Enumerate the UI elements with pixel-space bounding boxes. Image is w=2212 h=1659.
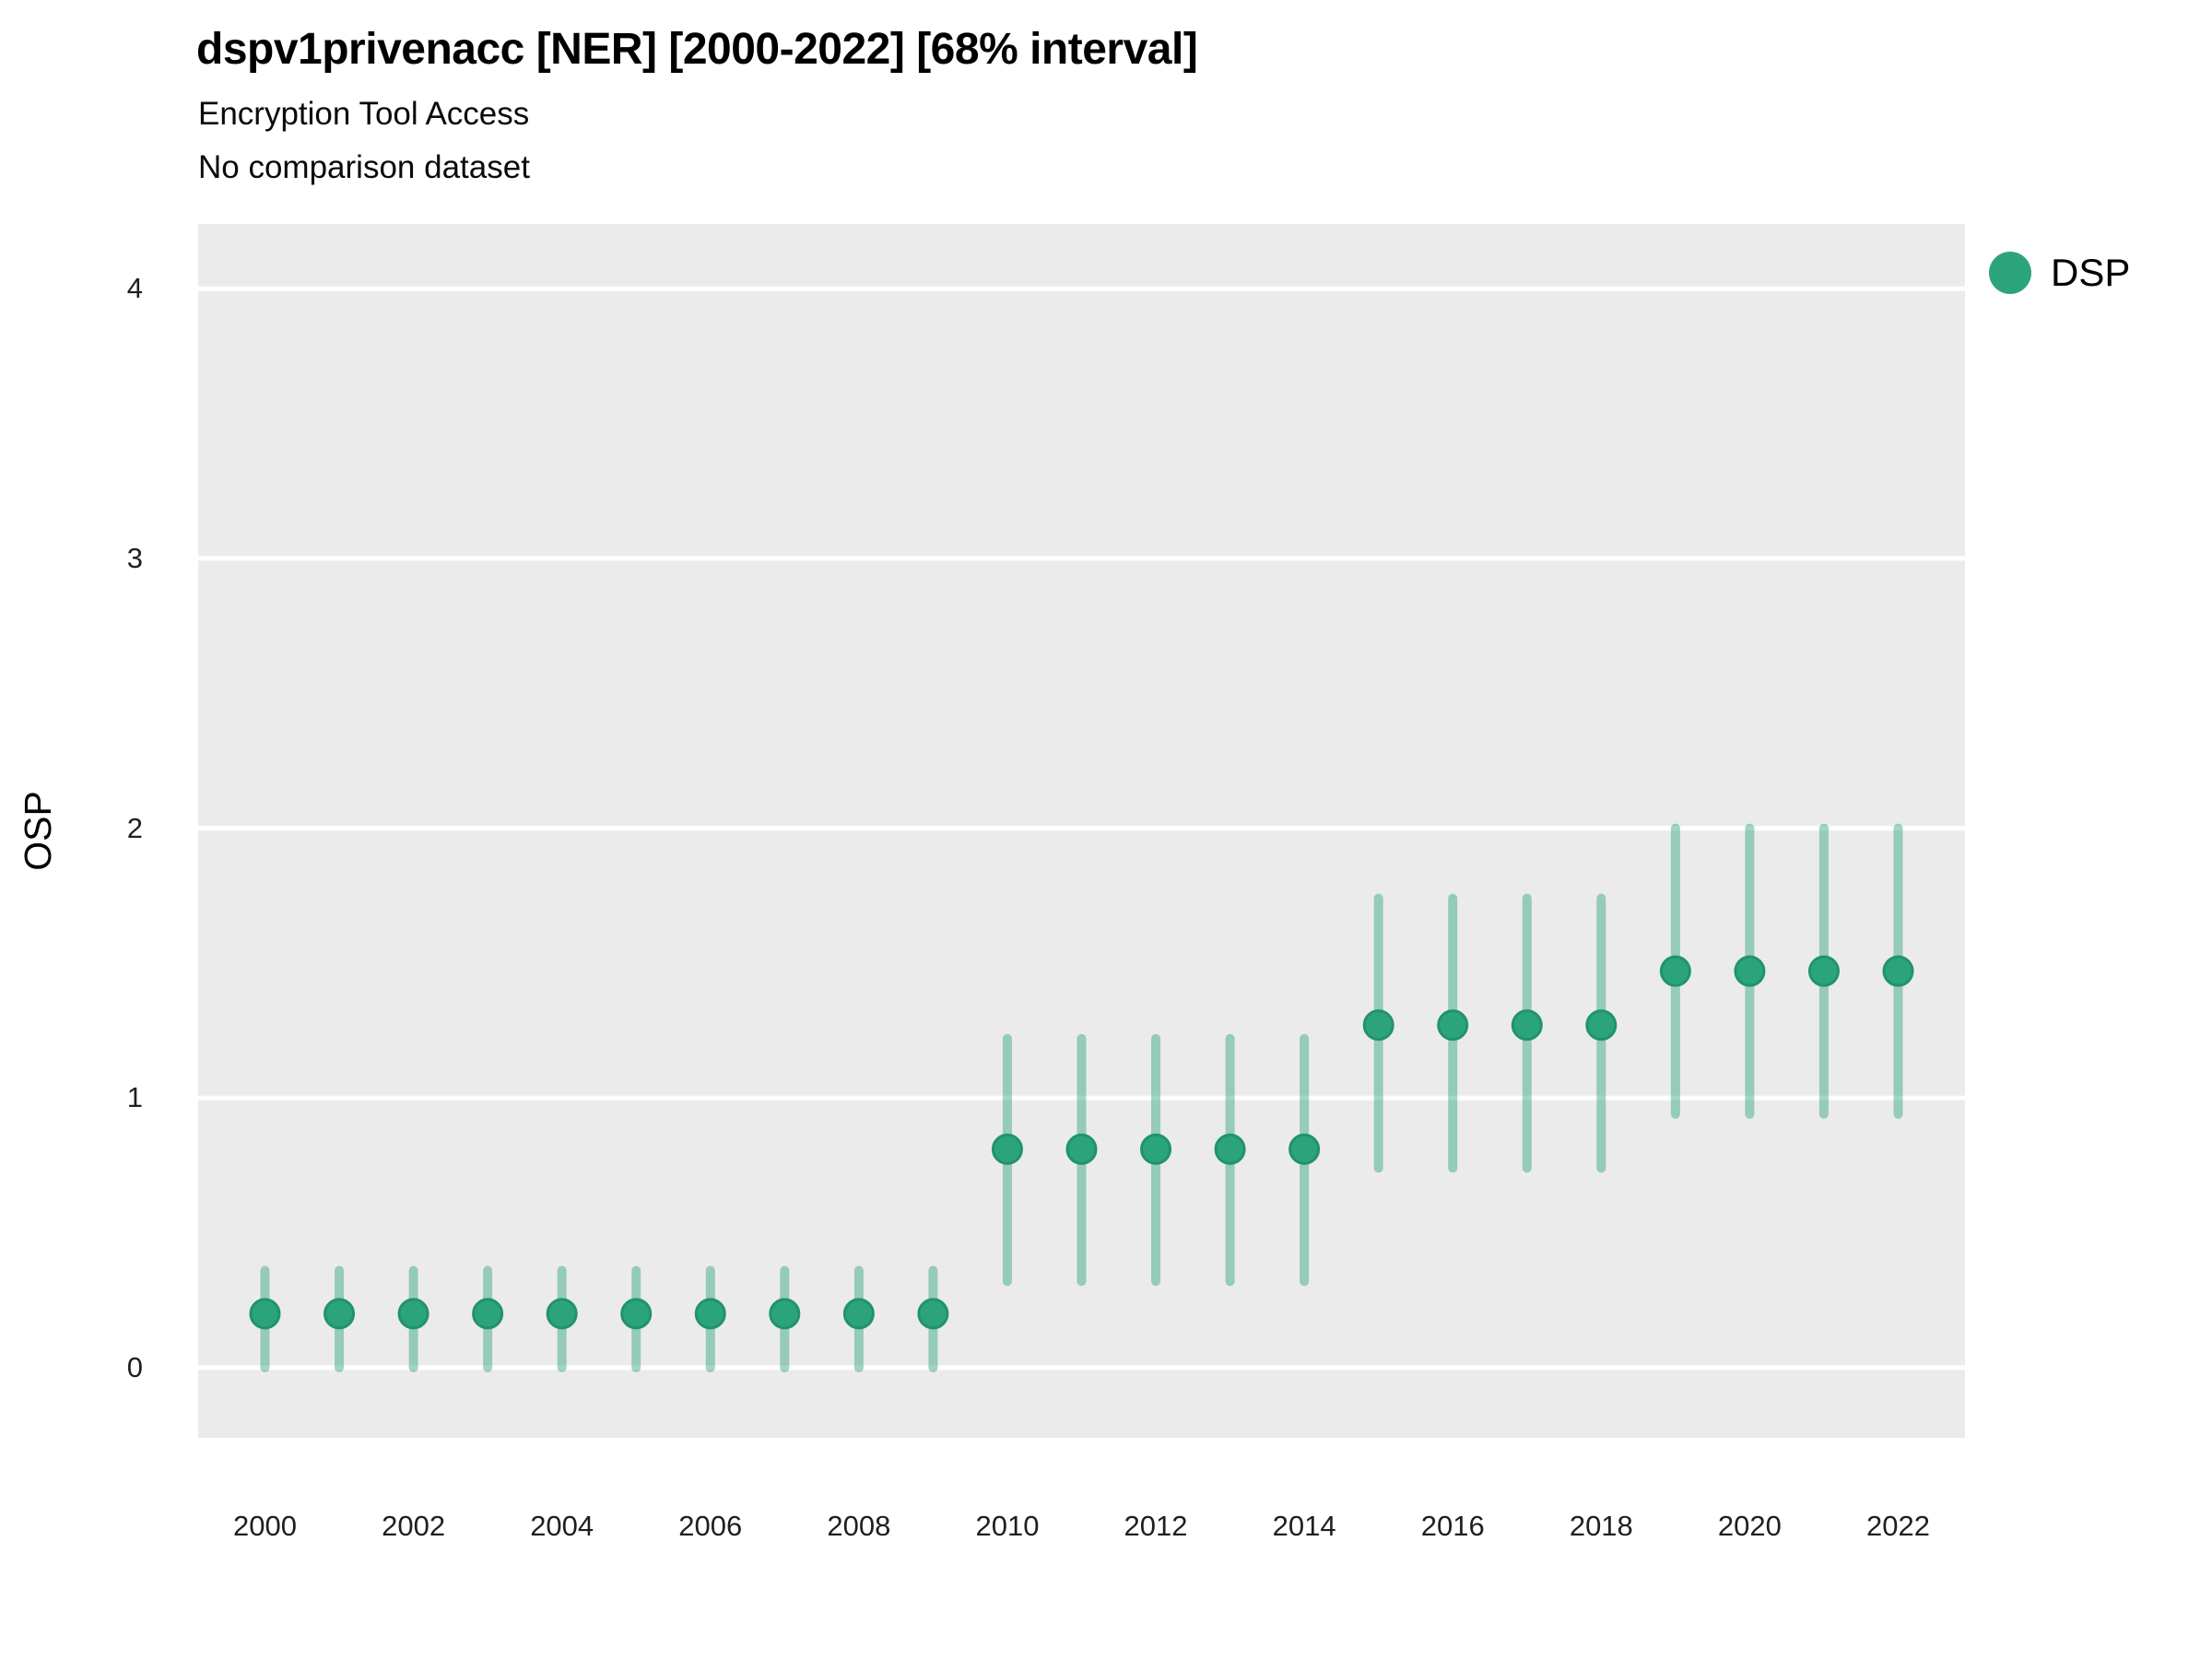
point-2008 [842,1298,875,1330]
x-tick-label-2022: 2022 [1866,1510,1930,1542]
plot-panel [198,224,1965,1438]
point-2007 [769,1298,801,1330]
point-2017 [1511,1009,1543,1041]
x-axis-tick-labels: 2000 2002 2004 2006 2008 2010 2012 2014 2016 2018… [198,1510,1965,1565]
x-tick-label-2014: 2014 [1272,1510,1336,1542]
x-tick-label-2016: 2016 [1420,1510,1485,1542]
point-2002 [397,1298,429,1330]
chart-subtitle: Encryption Tool Access [198,96,530,132]
legend-label: DSP [2051,251,2131,294]
x-tick-label-2000: 2000 [233,1510,297,1542]
legend-point-icon [1989,252,2031,294]
x-tick-label-2006: 2006 [678,1510,743,1542]
y-tick-label-4: 4 [126,272,143,305]
point-2006 [694,1298,726,1330]
point-2009 [917,1298,949,1330]
x-tick-label-2010: 2010 [975,1510,1040,1542]
legend: DSP [1989,251,2130,295]
point-2020 [1734,955,1766,987]
point-2019 [1659,955,1691,987]
point-2004 [546,1298,578,1330]
x-tick-label-2012: 2012 [1124,1510,1188,1542]
x-tick-label-2020: 2020 [1717,1510,1782,1542]
point-2003 [472,1298,504,1330]
point-2013 [1214,1133,1246,1165]
x-tick-label-2002: 2002 [382,1510,446,1542]
y-tick-label-3: 3 [126,541,143,574]
y-tick-label-2: 2 [126,811,143,844]
y-axis-tick-labels: 0 1 2 3 4 [55,224,143,1438]
point-2010 [991,1133,1023,1165]
x-tick-label-2018: 2018 [1569,1510,1633,1542]
point-2018 [1585,1009,1618,1041]
chart-title: dspv1privenacc [NER] [2000-2022] [68% in… [196,25,1198,74]
point-2016 [1437,1009,1469,1041]
point-2011 [1065,1133,1098,1165]
point-2000 [249,1298,281,1330]
point-2012 [1140,1133,1172,1165]
y-axis-title-text: OSP [16,791,59,871]
chart-note: No comparison dataset [198,149,530,185]
point-2021 [1807,955,1840,987]
x-tick-label-2004: 2004 [530,1510,594,1542]
x-tick-label-2008: 2008 [827,1510,891,1542]
point-2015 [1362,1009,1394,1041]
panel-background [198,224,1965,1438]
y-tick-label-0: 0 [126,1350,143,1383]
point-2001 [324,1298,356,1330]
point-2005 [620,1298,653,1330]
point-2014 [1288,1133,1321,1165]
point-2022 [1882,955,1914,987]
y-tick-label-1: 1 [126,1081,143,1114]
